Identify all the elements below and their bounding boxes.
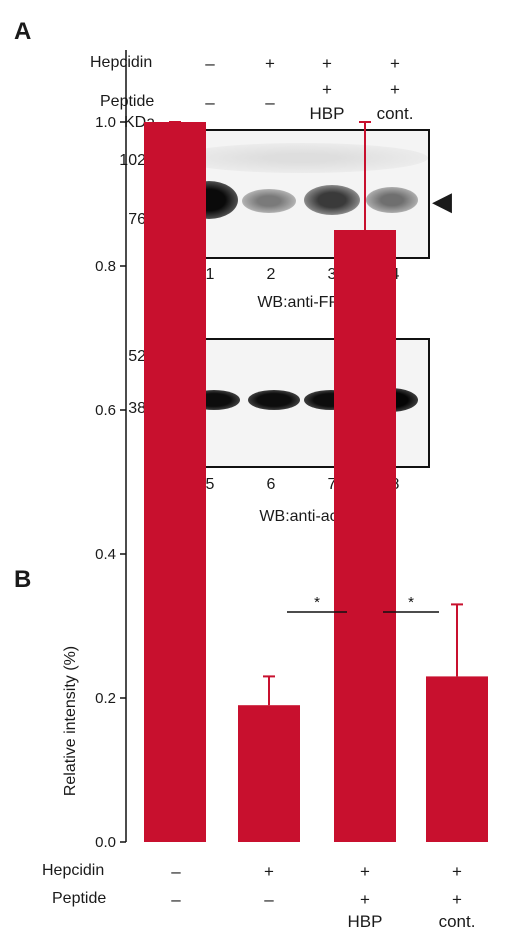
bar-3 (334, 230, 396, 842)
peptide-lane-2: – (265, 93, 275, 112)
actin-lane-number-6: 6 (266, 476, 276, 493)
chart-peptide-row-label: Peptide (52, 890, 107, 907)
fpn-lane-number-3: 3 (327, 266, 337, 283)
hepcidin-row-label: Hepcidin (90, 54, 153, 71)
chart-peptide-bar-3-type: HBP (347, 912, 383, 931)
fpn-band-lane-2 (242, 189, 296, 213)
fpn-band-lane-3 (304, 185, 360, 215)
y-tick-label: 0.4 (95, 546, 116, 563)
hepcidin-lane-2: + (265, 54, 275, 73)
y-tick-label: 0.6 (95, 402, 116, 419)
bar-2 (238, 705, 300, 842)
peptide-lane-3: + (322, 80, 332, 99)
y-tick-label: 1.0 (95, 114, 116, 131)
chart-peptide-bar-3: + (360, 890, 370, 909)
y-tick-label: 0.0 (95, 834, 116, 851)
bar-4 (426, 676, 488, 842)
bar-series (144, 121, 488, 842)
actin-blot-label: WB:anti-actin (259, 508, 355, 525)
significance-annotations: * * (287, 594, 439, 613)
fpn-lane-number-2: 2 (266, 266, 276, 283)
peptide-lane-1: – (205, 93, 215, 112)
chart-hepcidin-bar-2: + (264, 862, 274, 881)
chart-peptide-bar-1: – (171, 890, 181, 909)
fpn-band-lane-4 (366, 187, 418, 213)
chart-hepcidin-bar-1: – (171, 862, 181, 881)
y-axis-label: Relative intensity (%) (62, 646, 79, 796)
peptide-lane-4: + (390, 80, 400, 99)
chart-hepcidin-row-label: Hepcidin (42, 862, 105, 879)
panel-a-letter: A (14, 18, 32, 45)
chart-hepcidin-bar-4: + (452, 862, 462, 881)
panel-b-letter: B (14, 566, 32, 593)
y-axis: 0.0 0.2 0.4 0.6 0.8 1.0 (95, 50, 127, 851)
chart-hepcidin-bar-3: + (360, 862, 370, 881)
chart-peptide-bar-4-type: cont. (438, 912, 476, 931)
actin-band-lane-6 (248, 390, 300, 410)
bar-1 (144, 122, 206, 842)
actin-lane-number-7: 7 (327, 476, 337, 493)
y-tick-label: 0.8 (95, 258, 116, 275)
significance-star: * (314, 594, 320, 611)
actin-lane-number-5: 5 (205, 476, 215, 493)
peptide-lane-4-type: cont. (376, 104, 414, 123)
fpn-blot-label: WB:anti-FPN (257, 294, 351, 311)
hepcidin-lane-1: – (205, 54, 215, 73)
y-tick-label: 0.2 (95, 690, 116, 707)
hepcidin-lane-4: + (390, 54, 400, 73)
hepcidin-lane-3: + (322, 54, 332, 73)
fpn-background-smear (176, 143, 428, 173)
significance-star: * (408, 594, 414, 611)
mw-marker-38: 38 (128, 400, 146, 417)
fpn-lane-number-1: 1 (205, 266, 215, 283)
peptide-row-label: Peptide (100, 93, 155, 110)
chart-peptide-bar-4: + (452, 890, 462, 909)
peptide-lane-3-type: HBP (309, 104, 345, 123)
chart-peptide-bar-2: – (264, 890, 274, 909)
mw-marker-52: 52 (128, 348, 146, 365)
fpn-arrow-icon: ◀ (432, 186, 452, 216)
mw-marker-76: 76 (128, 211, 146, 228)
